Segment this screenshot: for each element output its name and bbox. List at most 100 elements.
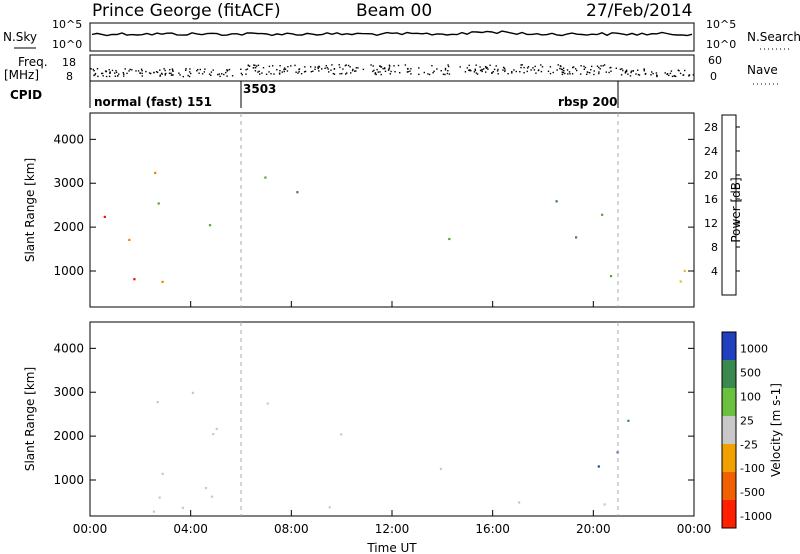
freq-dot	[621, 68, 623, 70]
freq-dot	[226, 75, 228, 77]
power-colorbar-tick-label: 12	[704, 217, 718, 230]
freq-dot	[221, 73, 223, 75]
freq-dot	[473, 71, 476, 73]
freq-dot	[310, 71, 313, 73]
freq-dot	[557, 64, 559, 66]
freq-dot	[355, 70, 357, 72]
freq-dot	[190, 72, 192, 75]
velocity-colorbar-swatch	[722, 472, 736, 501]
freq-dot	[155, 71, 158, 73]
freq-dot	[141, 72, 143, 75]
freq-dot	[407, 71, 409, 73]
velocity-colorbar-tick-label: 1000	[740, 343, 768, 356]
power-colorbar-label: Power [dB]	[729, 177, 743, 242]
freq-dot	[470, 70, 472, 72]
freq-dot	[679, 72, 682, 75]
freq-dot	[624, 71, 627, 73]
freq-dot	[265, 73, 268, 75]
freq-dot	[284, 68, 287, 70]
freq-dot	[105, 75, 108, 78]
freq-dot	[670, 70, 673, 72]
nave-label: Nave	[747, 63, 778, 77]
freq-dot	[276, 69, 278, 71]
freq-dot	[153, 71, 155, 74]
freq-dot	[259, 73, 261, 75]
power-cell	[128, 238, 131, 241]
freq-dot	[444, 67, 447, 70]
freq-dot	[487, 68, 489, 70]
freq-dot	[376, 68, 378, 71]
freq-dot	[135, 70, 137, 72]
freq-dot	[593, 73, 595, 76]
nave-tick-bottom: 0	[710, 70, 717, 83]
velocity-colorbar-tick-label: 25	[740, 414, 754, 427]
freq-dot	[170, 72, 172, 74]
freq-dot	[257, 71, 259, 73]
freq-dot	[339, 73, 341, 75]
velocity-yticks: 1000 2000 3000 4000	[53, 341, 694, 487]
freq-dot	[651, 71, 653, 73]
power-colorbar-tick-label: 28	[704, 121, 718, 134]
freq-dot	[481, 68, 483, 71]
freq-dot	[114, 75, 116, 77]
freq-dot	[622, 69, 624, 72]
freq-dot	[637, 69, 639, 71]
freq-dot	[598, 72, 600, 75]
velocity-cell	[212, 433, 215, 436]
freq-dot	[428, 73, 431, 76]
freq-dot	[377, 71, 379, 73]
freq-dot	[540, 64, 542, 66]
freq-dot	[466, 67, 468, 69]
freq-dot	[583, 65, 585, 68]
freq-dot	[527, 66, 530, 68]
freq-dot	[418, 73, 420, 76]
freq-dot	[580, 73, 582, 75]
freq-dot	[485, 65, 487, 68]
freq-dot	[279, 65, 281, 67]
freq-dot	[333, 73, 336, 75]
freq-dot	[109, 71, 111, 73]
freq-dot	[571, 73, 574, 75]
freq-dot	[168, 72, 171, 74]
power-cell	[448, 237, 451, 241]
freq-dot	[489, 64, 491, 66]
freq-dot	[268, 71, 270, 73]
freq-dot	[610, 66, 612, 69]
freq-dot	[161, 73, 163, 75]
power-cell	[575, 236, 578, 239]
velocity-cell	[152, 510, 155, 513]
freq-dot	[219, 75, 221, 78]
freq-dot	[619, 68, 622, 70]
freq-dot	[137, 70, 140, 72]
freq-dot	[185, 68, 187, 70]
freq-dot	[632, 70, 634, 72]
freq-dot	[389, 65, 391, 67]
freq-dot	[159, 75, 161, 77]
freq-dot	[493, 68, 496, 71]
freq-dot	[569, 73, 571, 75]
freq-dot	[532, 67, 534, 69]
freq-dot	[331, 64, 333, 66]
freq-dot	[481, 70, 483, 73]
freq-dot	[483, 68, 485, 70]
freq-dot	[347, 64, 350, 67]
freq-dot	[172, 74, 174, 76]
freq-dot	[599, 68, 601, 70]
freq-dot	[283, 68, 285, 71]
freq-dot	[549, 72, 552, 75]
freq-dot	[290, 65, 292, 67]
power-colorbar-tick-label: 24	[704, 145, 718, 158]
freq-dot	[475, 64, 477, 66]
power-cell	[161, 280, 164, 283]
freq-dot	[447, 65, 450, 68]
freq-dot	[278, 72, 281, 74]
freq-dot	[503, 67, 506, 69]
freq-dot	[586, 73, 588, 75]
freq-dot	[304, 66, 306, 68]
x-tick-label: 16:00	[475, 522, 510, 536]
freq-dot	[339, 66, 341, 69]
freq-dot	[469, 69, 471, 71]
freq-dot	[513, 69, 515, 71]
freq-dot	[123, 75, 125, 77]
freq-dot	[590, 69, 592, 71]
